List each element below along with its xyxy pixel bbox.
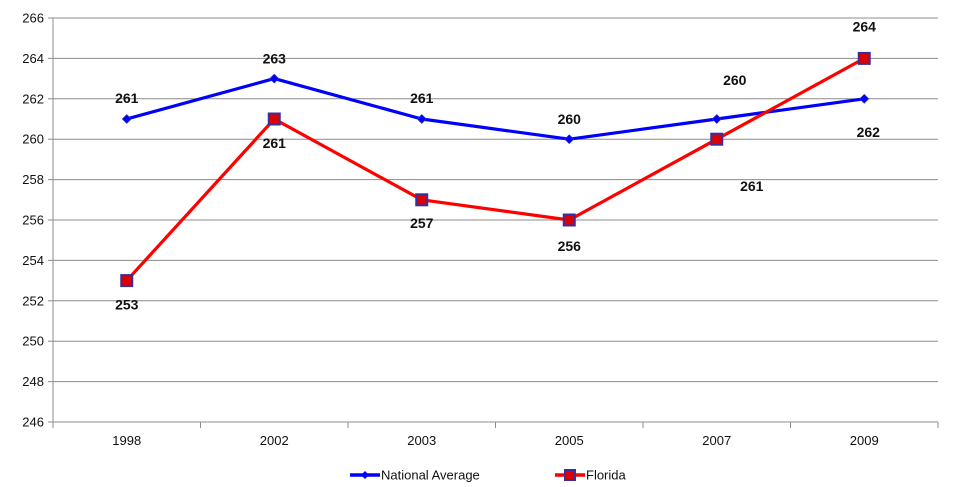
- x-tick-label: 2007: [702, 433, 731, 448]
- data-label: 263: [263, 51, 287, 67]
- data-point: [121, 114, 132, 124]
- y-tick-label: 246: [22, 415, 44, 430]
- legend-label: National Average: [381, 468, 480, 483]
- data-label: 260: [723, 72, 747, 88]
- data-label: 261: [115, 90, 139, 106]
- data-label: 261: [263, 135, 287, 151]
- data-point: [711, 114, 722, 124]
- y-tick-label: 260: [22, 132, 44, 147]
- data-label: 262: [857, 124, 881, 140]
- legend: National Average Florida: [350, 468, 627, 483]
- data-point: [710, 132, 724, 146]
- y-tick-label: 262: [22, 91, 44, 106]
- data-point: [120, 274, 134, 288]
- series-lines: [125, 56, 866, 282]
- data-labels: 261 263 261 260 260 262 253 261 257 256 261 264: [115, 18, 880, 312]
- data-point: [562, 213, 576, 227]
- y-tick-label: 254: [22, 253, 44, 268]
- legend-label: Florida: [586, 468, 627, 483]
- x-tick-label: 1998: [112, 433, 141, 448]
- data-label: 257: [410, 215, 434, 231]
- y-tick-label: 258: [22, 172, 44, 187]
- legend-marker: [564, 469, 576, 481]
- data-point: [859, 93, 870, 104]
- data-point: [857, 51, 871, 65]
- x-axis: 1998 2002 2003 2005 2007 2009: [52, 18, 939, 448]
- y-tick-label: 250: [22, 334, 44, 349]
- y-tick-label: 252: [22, 293, 44, 308]
- data-point: [269, 73, 280, 84]
- x-tick-label: 2005: [555, 433, 584, 448]
- data-label: 256: [558, 238, 582, 254]
- x-tick-label: 2002: [260, 433, 289, 448]
- data-point: [415, 193, 429, 207]
- data-point: [416, 114, 427, 124]
- data-label: 261: [410, 90, 434, 106]
- data-label: 264: [853, 18, 877, 34]
- x-tick-label: 2003: [407, 433, 436, 448]
- legend-marker: [361, 471, 369, 479]
- series-line-florida: [125, 56, 866, 282]
- data-label: 253: [115, 297, 139, 313]
- y-tick-label: 266: [22, 11, 44, 26]
- series-markers: [120, 51, 871, 288]
- data-point: [564, 134, 575, 145]
- gridlines: [53, 17, 938, 423]
- x-tick-label: 2009: [850, 433, 879, 448]
- y-axis-ticks: 246 248 250 252 254 256 258 260 262 264 266: [22, 11, 53, 430]
- y-tick-label: 248: [22, 374, 44, 389]
- data-label: 260: [558, 111, 582, 127]
- y-tick-label: 264: [22, 51, 44, 66]
- data-point: [267, 112, 281, 126]
- series-line-national-average: [126, 76, 865, 141]
- y-tick-label: 256: [22, 213, 44, 228]
- data-label: 261: [740, 178, 764, 194]
